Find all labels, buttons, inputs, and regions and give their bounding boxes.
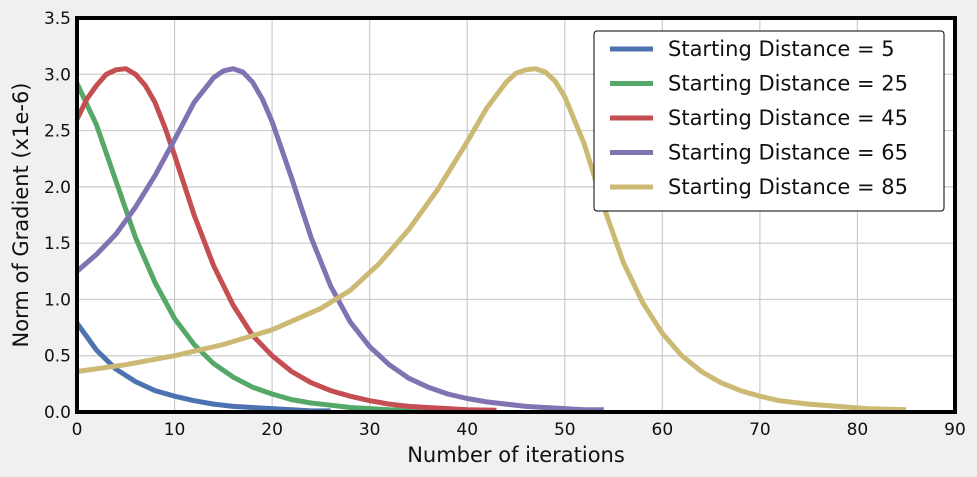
series-line-2: [74, 82, 429, 414]
x-tick-label: 50: [554, 420, 576, 440]
series-line-5: [76, 66, 907, 413]
series-line-4: [75, 66, 604, 413]
x-tick-label: 20: [261, 420, 283, 440]
x-tick-label: 10: [164, 420, 186, 440]
x-tick-label: 0: [72, 420, 83, 440]
x-tick-label: 70: [749, 420, 771, 440]
legend: Starting Distance = 5 Starting Distance =…: [593, 30, 945, 212]
legend-label-5: Starting Distance = 85: [668, 175, 908, 199]
legend-label-3: Starting Distance = 45: [668, 106, 908, 130]
legend-label-2: Starting Distance = 25: [668, 72, 908, 96]
series-line-1: [74, 321, 331, 414]
y-axis-label: Norm of Gradient (x1e-6): [9, 83, 33, 348]
y-tick-label: 3.5: [44, 9, 71, 29]
x-axis-label: Number of iterations: [407, 443, 625, 467]
y-tick-label: 1.5: [44, 234, 71, 254]
legend-label-1: Starting Distance = 5: [668, 37, 895, 61]
x-tick-label: 80: [847, 420, 869, 440]
y-tick-label: 2.0: [44, 178, 71, 198]
y-tick-label: 3.0: [44, 65, 71, 85]
x-tick-label: 40: [456, 420, 478, 440]
series-layer: [74, 66, 907, 414]
plot-frame: [75, 16, 957, 414]
y-tick-label: 0.5: [44, 347, 71, 367]
series-line-3: [74, 66, 497, 413]
y-tick-label: 0.0: [44, 403, 71, 423]
y-axis-ticks: 0.0 0.5 1.0 1.5 2.0 2.5 3.0 3.5: [44, 9, 71, 423]
y-tick-label: 2.5: [44, 122, 71, 142]
x-tick-label: 30: [359, 420, 381, 440]
legend-label-4: Starting Distance = 65: [668, 141, 908, 165]
legend-box: [593, 30, 945, 212]
x-tick-label: 90: [944, 420, 966, 440]
x-tick-label: 60: [652, 420, 674, 440]
x-axis-ticks: 0 10 20 30 40 50 60 70 80 90: [72, 420, 966, 440]
y-tick-label: 1.0: [44, 290, 71, 310]
